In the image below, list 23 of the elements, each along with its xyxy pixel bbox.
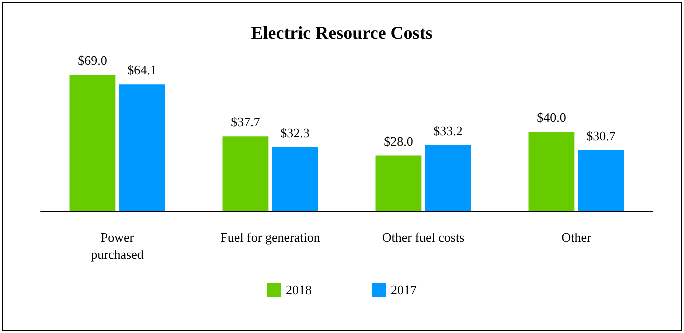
- data-label: $37.7: [231, 114, 261, 130]
- data-label: $32.3: [280, 125, 310, 140]
- bar: [528, 132, 575, 211]
- x-tick-label: Power purchased: [91, 230, 144, 262]
- x-tick-label: Fuel for generation: [220, 230, 321, 245]
- bar: [376, 156, 422, 211]
- x-tick-label: Other fuel costs: [382, 230, 465, 245]
- bar: [425, 146, 472, 211]
- data-label: $28.0: [384, 134, 414, 149]
- legend-label: 2018: [286, 282, 312, 298]
- chart-title: Electric Resource Costs: [251, 23, 433, 43]
- data-label: $40.0: [537, 110, 566, 126]
- data-label: $69.0: [78, 52, 108, 68]
- bar: [272, 147, 318, 211]
- data-label: $30.7: [586, 128, 616, 144]
- bar: [119, 84, 166, 211]
- x-tick-label: Other: [562, 230, 592, 245]
- data-label: $64.1: [128, 62, 157, 78]
- bar: [578, 150, 624, 211]
- bar: [222, 136, 269, 211]
- data-label: $33.2: [434, 124, 463, 139]
- bar: [70, 74, 116, 211]
- legend-label: 2017: [391, 282, 418, 298]
